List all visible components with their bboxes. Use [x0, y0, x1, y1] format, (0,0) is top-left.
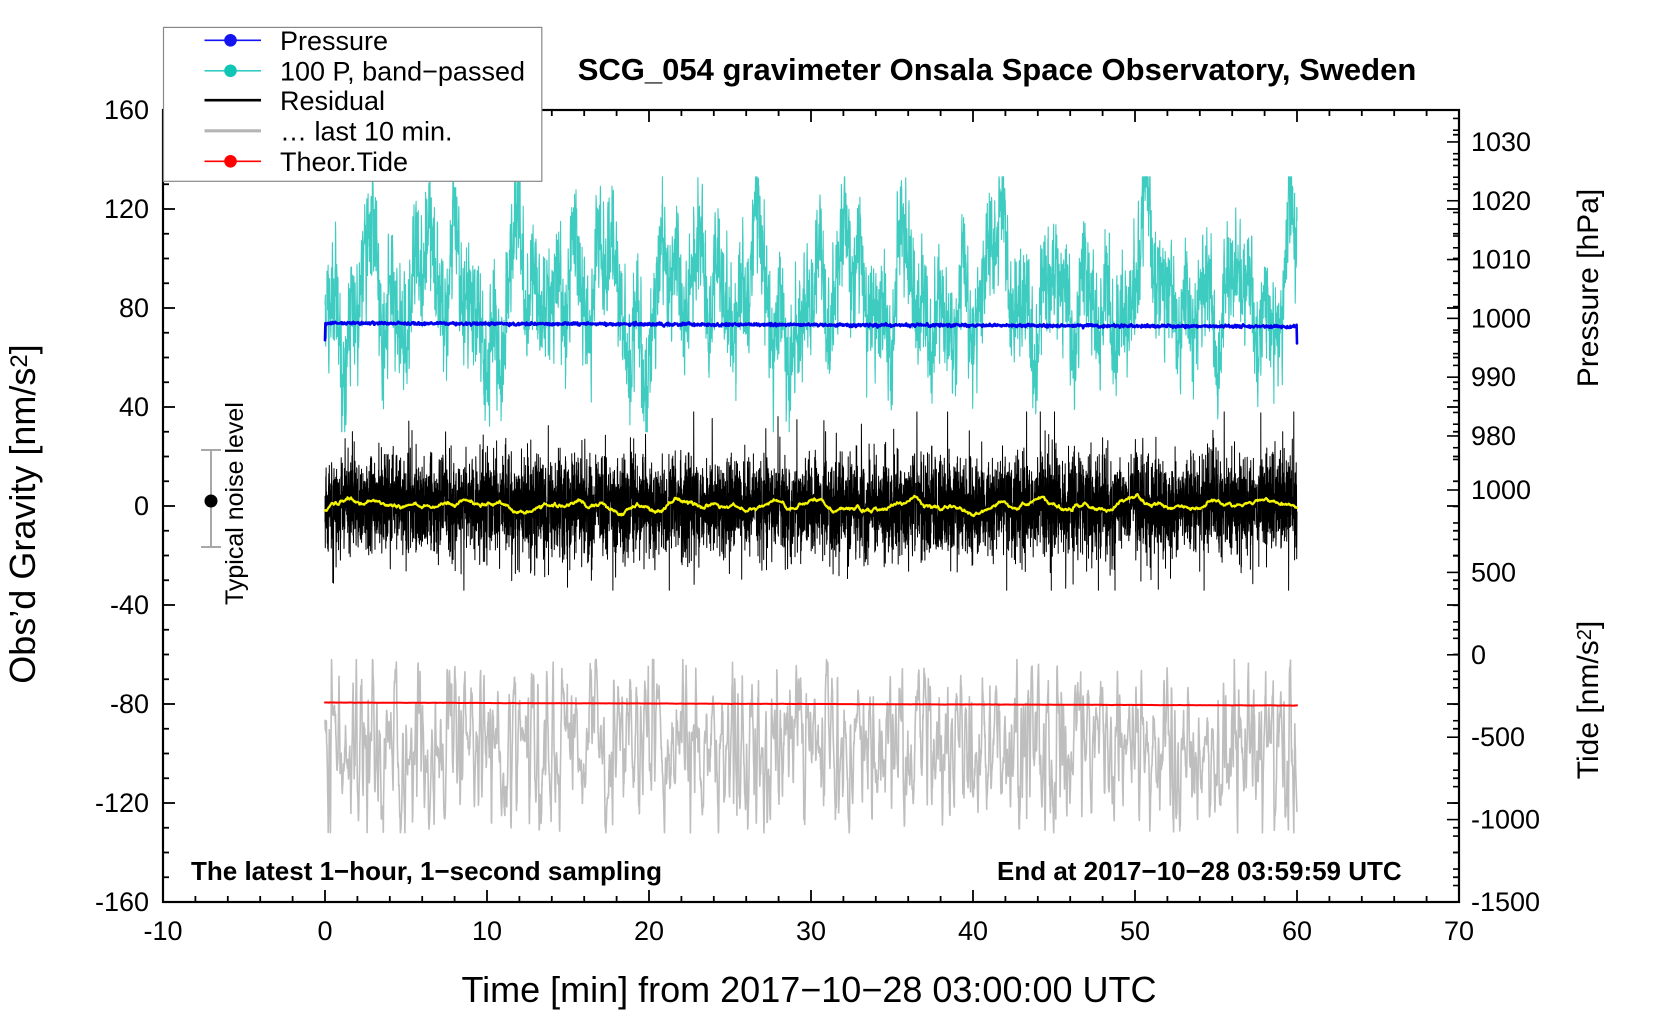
svg-text:Typical noise level: Typical noise level: [221, 402, 249, 605]
svg-text:Time [min] from 2017−10−28 03:: Time [min] from 2017−10−28 03:00:00 UTC: [461, 969, 1156, 1010]
svg-text:30: 30: [796, 916, 826, 946]
svg-text:-1000: -1000: [1471, 805, 1540, 835]
svg-text:1010: 1010: [1471, 245, 1531, 275]
svg-text:1000: 1000: [1471, 303, 1531, 333]
svg-text:160: 160: [104, 95, 149, 125]
svg-text:40: 40: [119, 392, 149, 422]
svg-text:1000: 1000: [1471, 475, 1531, 505]
svg-text:-10: -10: [143, 916, 182, 946]
svg-text:SCG_054 gravimeter Onsala Spac: SCG_054 gravimeter Onsala Space Observat…: [578, 52, 1417, 87]
svg-text:70: 70: [1444, 916, 1474, 946]
svg-text:The latest 1−hour, 1−second sa: The latest 1−hour, 1−second sampling: [191, 856, 662, 886]
svg-text:20: 20: [634, 916, 664, 946]
svg-text:Tide [nm/s2]: Tide [nm/s2]: [1572, 621, 1605, 779]
svg-text:-500: -500: [1471, 722, 1525, 752]
svg-text:Residual: Residual: [280, 86, 385, 116]
svg-text:Obs’d Gravity [nm/s2]: Obs’d Gravity [nm/s2]: [2, 344, 43, 683]
svg-text:1030: 1030: [1471, 127, 1531, 157]
svg-text:Pressure: Pressure: [280, 26, 388, 56]
svg-text:-40: -40: [110, 590, 149, 620]
svg-text:-120: -120: [95, 788, 149, 818]
svg-text:10: 10: [472, 916, 502, 946]
svg-text:980: 980: [1471, 421, 1516, 451]
svg-text:50: 50: [1120, 916, 1150, 946]
svg-text:0: 0: [134, 491, 149, 521]
svg-text:80: 80: [119, 293, 149, 323]
svg-text:990: 990: [1471, 362, 1516, 392]
svg-text:-1500: -1500: [1471, 887, 1540, 917]
svg-text:120: 120: [104, 194, 149, 224]
svg-text:100 P, band−passed: 100 P, band−passed: [280, 57, 525, 87]
svg-text:-80: -80: [110, 689, 149, 719]
svg-text:500: 500: [1471, 557, 1516, 587]
svg-text:… last 10 min.: … last 10 min.: [280, 117, 453, 147]
svg-text:End at 2017−10−28 03:59:59 UTC: End at 2017−10−28 03:59:59 UTC: [997, 856, 1402, 886]
svg-text:0: 0: [317, 916, 332, 946]
svg-text:0: 0: [1471, 640, 1486, 670]
svg-text:Theor.Tide: Theor.Tide: [280, 147, 408, 177]
svg-text:40: 40: [958, 916, 988, 946]
svg-text:60: 60: [1282, 916, 1312, 946]
svg-text:1020: 1020: [1471, 186, 1531, 216]
svg-text:-160: -160: [95, 887, 149, 917]
svg-text:Pressure [hPa]: Pressure [hPa]: [1572, 189, 1605, 387]
